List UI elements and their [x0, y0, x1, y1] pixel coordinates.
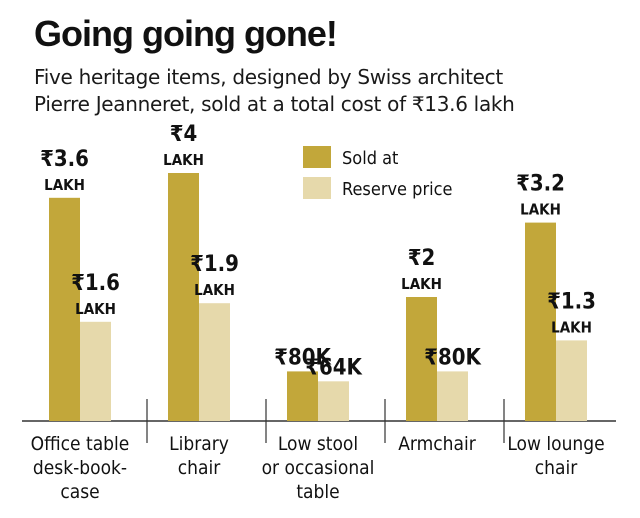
bar-sold-4 [525, 222, 556, 421]
data-label-reserve-4-unit: LAKH [551, 318, 592, 336]
data-label-sold-0-unit: LAKH [44, 176, 85, 194]
category-label-3-0: Armchair [398, 433, 476, 455]
bar-reserve-3 [437, 371, 468, 421]
bar-reserve-1 [199, 303, 230, 421]
legend-label-1: Reserve price [342, 179, 452, 200]
legend-swatch-0 [303, 146, 331, 168]
data-label-sold-4-value: ₹3.2 [516, 172, 565, 197]
data-label-reserve-1-value: ₹1.9 [190, 252, 239, 277]
category-label-2-0: Low stool [278, 433, 358, 455]
data-label-sold-3-value: ₹2 [408, 246, 436, 271]
bar-reserve-2 [318, 381, 349, 421]
category-label-4-1: chair [535, 457, 578, 479]
data-label-sold-0-value: ₹3.6 [40, 147, 89, 172]
category-label-0-0: Office table [31, 433, 130, 455]
bar-sold-0 [49, 197, 80, 421]
data-label-sold-3-unit: LAKH [401, 275, 442, 293]
data-label-sold-4-unit: LAKH [520, 201, 561, 219]
category-label-4-0: Low lounge [507, 433, 604, 455]
chart-title: Going going gone! [34, 13, 338, 54]
data-label-reserve-0-unit: LAKH [75, 300, 116, 318]
bar-reserve-4 [556, 340, 587, 421]
bar-sold-2 [287, 371, 318, 421]
category-label-2-2: table [296, 481, 339, 503]
category-label-1-1: chair [178, 457, 221, 479]
category-label-1-0: Library [169, 433, 229, 455]
data-label-sold-1-value: ₹4 [170, 122, 198, 147]
data-label-reserve-3-value: ₹80K [424, 345, 481, 370]
data-label-reserve-2-value: ₹64K [305, 355, 362, 380]
data-label-reserve-0-value: ₹1.6 [71, 271, 120, 296]
bar-sold-3 [406, 297, 437, 421]
data-label-reserve-1-unit: LAKH [194, 281, 235, 299]
data-label-sold-1-unit: LAKH [163, 151, 204, 169]
category-label-0-2: case [60, 481, 99, 503]
bar-reserve-0 [80, 321, 111, 421]
chart-subtitle: Five heritage items, designed by Swiss a… [34, 64, 634, 118]
data-label-reserve-4-value: ₹1.3 [547, 289, 596, 314]
category-label-0-1: desk-book- [33, 457, 127, 479]
subtitle-line-1: Five heritage items, designed by Swiss a… [34, 65, 503, 89]
bar-sold-1 [168, 173, 199, 421]
category-label-2-1: or occasional [262, 457, 375, 479]
legend-swatch-1 [303, 177, 331, 199]
legend-label-0: Sold at [342, 148, 398, 169]
data-label-sold-2-value: ₹80K [274, 345, 331, 370]
subtitle-line-2: Pierre Jeanneret, sold at a total cost o… [34, 92, 515, 116]
